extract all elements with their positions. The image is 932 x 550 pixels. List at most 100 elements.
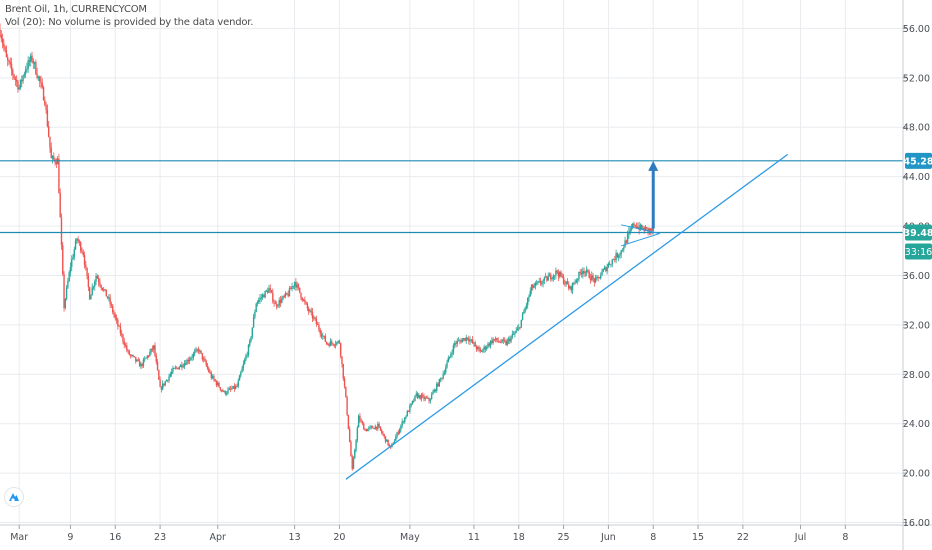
candle-body xyxy=(366,429,369,432)
candle-body xyxy=(518,327,520,329)
candle-body xyxy=(544,276,547,278)
time-tick-label: 11 xyxy=(468,532,480,543)
candle-body xyxy=(94,281,96,287)
candle-body xyxy=(534,282,537,287)
candle-body xyxy=(220,389,223,391)
candle-body xyxy=(6,57,9,61)
candle-body xyxy=(293,282,296,287)
candle-body xyxy=(364,429,366,431)
candle-body xyxy=(427,397,429,399)
candle-body xyxy=(533,286,535,288)
candle-body xyxy=(165,379,168,382)
candle-body xyxy=(373,428,375,430)
candle-body xyxy=(209,371,211,373)
candle-body xyxy=(191,357,193,359)
candle-body xyxy=(296,284,298,288)
time-tick-label: 15 xyxy=(692,532,704,543)
candle-body xyxy=(446,362,448,368)
candle-body xyxy=(74,240,77,250)
price-tick-label: 48.00 xyxy=(903,123,930,134)
candle-body xyxy=(436,383,438,391)
candle-body xyxy=(514,332,516,334)
candle-body xyxy=(237,380,239,387)
candle-body xyxy=(58,158,60,193)
candle-body xyxy=(555,270,557,276)
candle-body xyxy=(570,286,572,291)
symbol-title[interactable]: Brent Oil, 1h, CURRENCYCOM xyxy=(5,4,147,15)
candle-body xyxy=(135,357,137,362)
candle-body xyxy=(307,308,310,312)
candle-body xyxy=(420,395,423,399)
candle-body xyxy=(352,458,355,469)
candle-body xyxy=(445,367,447,373)
candle-body xyxy=(97,278,100,283)
candle-body xyxy=(505,341,507,345)
candle-body xyxy=(355,440,357,450)
candle-body xyxy=(397,432,400,434)
candle-body xyxy=(598,277,601,279)
candle-body xyxy=(301,297,303,301)
candle-body xyxy=(602,269,604,272)
candle-body xyxy=(328,344,330,346)
candle-body xyxy=(31,55,33,61)
volume-indicator-label[interactable]: Vol (20): No volume is provided by the d… xyxy=(5,17,254,28)
candle-body xyxy=(283,295,286,297)
candle-body xyxy=(607,263,610,267)
candle-body xyxy=(26,68,28,70)
candle-body xyxy=(470,339,473,341)
time-tick-label: 8 xyxy=(842,532,848,543)
candle-body xyxy=(652,228,654,232)
candle-body xyxy=(77,238,79,242)
arrow-head xyxy=(648,160,659,171)
chart-drawings xyxy=(0,153,903,480)
candle-body xyxy=(523,311,525,315)
candle-body xyxy=(553,275,556,277)
candle-body xyxy=(36,74,38,79)
candle-body xyxy=(591,275,593,281)
candle-body xyxy=(27,60,29,69)
candle-body xyxy=(241,368,243,373)
candle-body xyxy=(215,381,218,386)
candle-body xyxy=(597,276,599,278)
candle-body xyxy=(516,328,519,331)
candle-body xyxy=(177,367,179,370)
candle-body xyxy=(509,338,511,342)
candle-body xyxy=(333,344,336,346)
candle-body xyxy=(325,341,328,344)
candle-body xyxy=(351,456,353,469)
candle-body xyxy=(42,87,45,101)
candle-body xyxy=(243,359,246,364)
candle-body xyxy=(471,339,474,344)
tradingview-logo-icon[interactable] xyxy=(4,487,24,507)
candle-body xyxy=(159,379,161,387)
candle-body xyxy=(119,326,122,334)
candle-body xyxy=(395,436,397,441)
candle-body xyxy=(233,385,236,389)
candle-body xyxy=(457,340,460,342)
candle-body xyxy=(354,449,356,459)
candle-body xyxy=(238,375,241,381)
candle-body xyxy=(242,363,245,369)
candle-body xyxy=(146,355,148,358)
candle-body xyxy=(185,363,187,365)
candle-body xyxy=(605,267,607,272)
candle-body xyxy=(176,367,178,369)
candle-body xyxy=(343,378,346,387)
time-tick-label: 22 xyxy=(737,532,749,543)
candle-body xyxy=(297,284,300,288)
candle-body xyxy=(576,279,579,281)
candle-body xyxy=(363,423,365,430)
candle-body xyxy=(494,338,497,340)
candle-body xyxy=(18,87,20,90)
candle-body xyxy=(541,283,543,285)
candle-body xyxy=(455,343,457,345)
candle-body xyxy=(256,302,259,304)
candle-body xyxy=(402,421,405,423)
candle-body xyxy=(437,383,439,387)
candle-body xyxy=(466,337,469,339)
candle-body xyxy=(547,276,549,281)
candle-body xyxy=(512,333,515,335)
grid-lines xyxy=(0,0,903,525)
triangle-upper-line xyxy=(621,224,660,234)
